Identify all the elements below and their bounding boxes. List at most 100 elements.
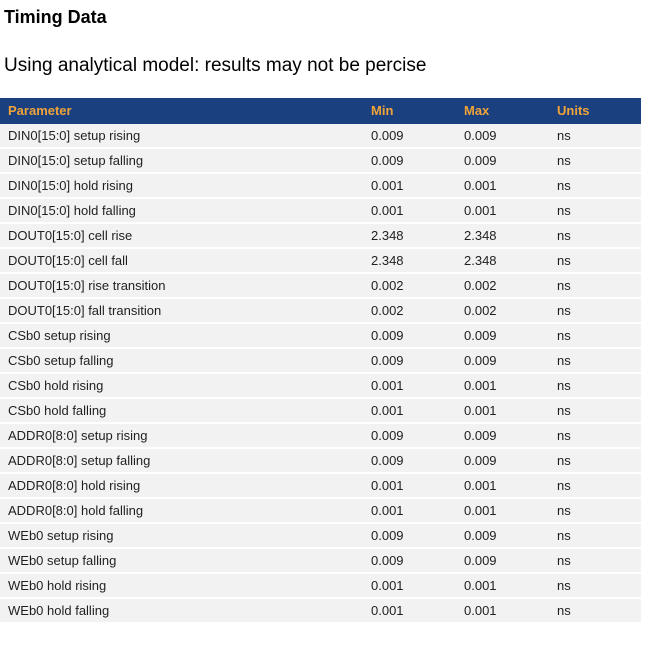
cell-max: 2.348 <box>464 222 557 249</box>
table-row: DIN0[15:0] setup rising 0.009 0.009 ns <box>0 123 641 149</box>
cell-min: 0.002 <box>371 272 464 299</box>
cell-max: 0.001 <box>464 172 557 199</box>
cell-parameter: DOUT0[15:0] cell fall <box>0 247 371 274</box>
cell-units: ns <box>557 547 641 574</box>
cell-units: ns <box>557 472 641 499</box>
cell-max: 0.001 <box>464 197 557 224</box>
cell-min: 0.009 <box>371 422 464 449</box>
table-row: ADDR0[8:0] hold falling 0.001 0.001 ns <box>0 497 641 524</box>
table-row: DIN0[15:0] hold falling 0.001 0.001 ns <box>0 197 641 224</box>
cell-min: 0.001 <box>371 172 464 199</box>
cell-max: 0.001 <box>464 472 557 499</box>
table-row: DOUT0[15:0] fall transition 0.002 0.002 ns <box>0 297 641 324</box>
cell-units: ns <box>557 422 641 449</box>
cell-units: ns <box>557 347 641 374</box>
cell-min: 0.001 <box>371 472 464 499</box>
cell-max: 0.009 <box>464 547 557 574</box>
cell-units: ns <box>557 572 641 599</box>
cell-min: 0.009 <box>371 147 464 174</box>
cell-min: 0.001 <box>371 497 464 524</box>
cell-max: 0.009 <box>464 347 557 374</box>
cell-min: 0.001 <box>371 597 464 624</box>
cell-min: 2.348 <box>371 247 464 274</box>
table-row: WEb0 setup rising 0.009 0.009 ns <box>0 522 641 549</box>
cell-parameter: DIN0[15:0] hold rising <box>0 172 371 199</box>
page-subtitle: Using analytical model: results may not … <box>4 54 427 76</box>
cell-min: 0.001 <box>371 572 464 599</box>
cell-max: 0.001 <box>464 597 557 624</box>
table-row: DOUT0[15:0] rise transition 0.002 0.002 ns <box>0 272 641 299</box>
table-row: ADDR0[8:0] setup falling 0.009 0.009 ns <box>0 447 641 474</box>
cell-units: ns <box>557 197 641 224</box>
cell-min: 0.001 <box>371 372 464 399</box>
cell-max: 0.009 <box>464 147 557 174</box>
table-body: DIN0[15:0] setup rising 0.009 0.009 ns DIN0[… <box>0 123 641 624</box>
cell-parameter: DIN0[15:0] setup falling <box>0 147 371 174</box>
cell-parameter: WEb0 setup rising <box>0 522 371 549</box>
cell-parameter: DIN0[15:0] setup rising <box>0 123 371 149</box>
cell-units: ns <box>557 222 641 249</box>
cell-units: ns <box>557 372 641 399</box>
cell-min: 2.348 <box>371 222 464 249</box>
table-row: ADDR0[8:0] setup rising 0.009 0.009 ns <box>0 422 641 449</box>
cell-parameter: DIN0[15:0] hold falling <box>0 197 371 224</box>
table-row: WEb0 hold rising 0.001 0.001 ns <box>0 572 641 599</box>
cell-parameter: ADDR0[8:0] setup falling <box>0 447 371 474</box>
table-row: DIN0[15:0] setup falling 0.009 0.009 ns <box>0 147 641 174</box>
cell-min: 0.001 <box>371 397 464 424</box>
cell-max: 0.002 <box>464 297 557 324</box>
cell-parameter: ADDR0[8:0] setup rising <box>0 422 371 449</box>
cell-units: ns <box>557 397 641 424</box>
cell-max: 0.009 <box>464 123 557 149</box>
timing-report-page: Timing Data Using analytical model: resu… <box>0 7 650 624</box>
table-row: CSb0 setup rising 0.009 0.009 ns <box>0 322 641 349</box>
column-header-units: Units <box>557 97 641 124</box>
cell-min: 0.009 <box>371 123 464 149</box>
cell-units: ns <box>557 597 641 624</box>
table-row: CSb0 setup falling 0.009 0.009 ns <box>0 347 641 374</box>
cell-units: ns <box>557 147 641 174</box>
cell-min: 0.002 <box>371 297 464 324</box>
cell-units: ns <box>557 123 641 149</box>
cell-max: 0.001 <box>464 397 557 424</box>
cell-min: 0.009 <box>371 322 464 349</box>
cell-max: 0.009 <box>464 522 557 549</box>
cell-max: 0.009 <box>464 447 557 474</box>
cell-parameter: DOUT0[15:0] rise transition <box>0 272 371 299</box>
cell-units: ns <box>557 322 641 349</box>
table-row: DIN0[15:0] hold rising 0.001 0.001 ns <box>0 172 641 199</box>
column-header-max: Max <box>464 97 557 124</box>
page-title: Timing Data <box>4 7 107 27</box>
cell-max: 0.001 <box>464 497 557 524</box>
cell-units: ns <box>557 447 641 474</box>
column-header-parameter: Parameter <box>0 97 371 124</box>
table-row: CSb0 hold rising 0.001 0.001 ns <box>0 372 641 399</box>
cell-max: 0.009 <box>464 422 557 449</box>
cell-units: ns <box>557 497 641 524</box>
cell-parameter: CSb0 setup rising <box>0 322 371 349</box>
cell-parameter: DOUT0[15:0] cell rise <box>0 222 371 249</box>
cell-max: 2.348 <box>464 247 557 274</box>
cell-max: 0.009 <box>464 322 557 349</box>
cell-max: 0.001 <box>464 572 557 599</box>
cell-min: 0.009 <box>371 522 464 549</box>
cell-max: 0.001 <box>464 372 557 399</box>
table-row: WEb0 hold falling 0.001 0.001 ns <box>0 597 641 624</box>
cell-min: 0.001 <box>371 197 464 224</box>
cell-min: 0.009 <box>371 347 464 374</box>
table-row: WEb0 setup falling 0.009 0.009 ns <box>0 547 641 574</box>
table-row: DOUT0[15:0] cell fall 2.348 2.348 ns <box>0 247 641 274</box>
cell-units: ns <box>557 297 641 324</box>
table-header-row: Parameter Min Max Units <box>0 97 641 124</box>
cell-units: ns <box>557 522 641 549</box>
cell-parameter: ADDR0[8:0] hold falling <box>0 497 371 524</box>
cell-parameter: ADDR0[8:0] hold rising <box>0 472 371 499</box>
timing-table: Parameter Min Max Units DIN0[15:0] setup… <box>0 97 641 624</box>
cell-parameter: CSb0 setup falling <box>0 347 371 374</box>
cell-min: 0.009 <box>371 547 464 574</box>
table-row: DOUT0[15:0] cell rise 2.348 2.348 ns <box>0 222 641 249</box>
cell-max: 0.002 <box>464 272 557 299</box>
table-row: CSb0 hold falling 0.001 0.001 ns <box>0 397 641 424</box>
cell-parameter: WEb0 hold falling <box>0 597 371 624</box>
cell-units: ns <box>557 247 641 274</box>
